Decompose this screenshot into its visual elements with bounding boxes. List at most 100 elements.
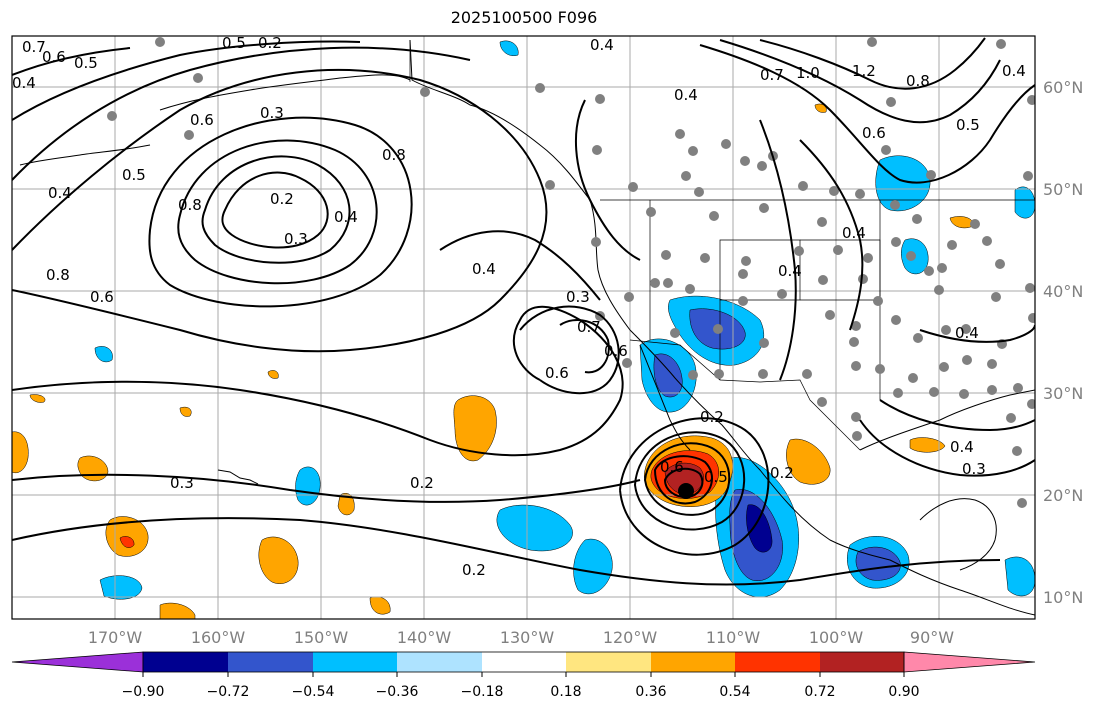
colorbar-segment bbox=[143, 652, 228, 672]
contour-label: 0.5 bbox=[222, 34, 246, 52]
station-dot bbox=[591, 237, 601, 247]
colorbar-segment bbox=[820, 652, 904, 672]
station-dot bbox=[906, 251, 916, 261]
contour-label: 0.3 bbox=[284, 230, 308, 248]
station-dot bbox=[713, 324, 723, 334]
station-dot bbox=[535, 83, 545, 93]
contour-line bbox=[221, 171, 329, 249]
station-dot bbox=[193, 73, 203, 83]
contour-line bbox=[439, 230, 601, 301]
hurricane-center-marker bbox=[678, 483, 694, 499]
contour-line bbox=[633, 431, 746, 531]
colorbar-label: 0.54 bbox=[719, 684, 750, 700]
station-dot bbox=[545, 180, 555, 190]
lat-tick-label: 60°N bbox=[1043, 78, 1083, 97]
lat-tick-label: 40°N bbox=[1043, 282, 1083, 301]
contour-line bbox=[12, 517, 1001, 586]
station-dot bbox=[1012, 446, 1022, 456]
station-dot bbox=[592, 145, 602, 155]
station-dot bbox=[962, 355, 972, 365]
contour-line bbox=[619, 417, 770, 556]
station-dot bbox=[959, 389, 969, 399]
colorbar-label: 0.90 bbox=[888, 684, 919, 700]
station-dot bbox=[1023, 171, 1033, 181]
contour-label: 0.2 bbox=[462, 561, 486, 579]
station-dot bbox=[929, 387, 939, 397]
map-title: 2025100500 F096 bbox=[450, 8, 598, 27]
station-dot bbox=[685, 284, 695, 294]
colorbar-label: 0.72 bbox=[804, 684, 835, 700]
lat-tick-label: 10°N bbox=[1043, 588, 1083, 607]
contour-label: 0.2 bbox=[270, 190, 294, 208]
station-dot bbox=[893, 388, 903, 398]
station-dot bbox=[802, 369, 812, 379]
station-dot bbox=[757, 161, 767, 171]
contour-label: 0.6 bbox=[660, 458, 684, 476]
contour-line bbox=[148, 116, 413, 308]
station-dot bbox=[1017, 498, 1027, 508]
station-dot bbox=[855, 189, 865, 199]
contour-line bbox=[177, 139, 378, 285]
contour-line bbox=[653, 455, 714, 505]
contour-label: 1.0 bbox=[796, 64, 820, 82]
anomaly-blob-negative bbox=[875, 155, 931, 212]
contour-label: 0.8 bbox=[382, 146, 406, 164]
station-dot bbox=[851, 361, 861, 371]
colorbar-segment bbox=[651, 652, 735, 672]
contour-label: 0.6 bbox=[42, 48, 66, 66]
colorbar-segment bbox=[397, 652, 482, 672]
station-dot bbox=[1013, 383, 1023, 393]
colorbar-label: −0.18 bbox=[461, 684, 504, 700]
station-dots bbox=[107, 37, 1035, 508]
contour-label: 0.2 bbox=[700, 408, 724, 426]
station-dot bbox=[663, 278, 673, 288]
station-dot bbox=[777, 289, 787, 299]
station-dot bbox=[863, 253, 873, 263]
station-dot bbox=[875, 364, 885, 374]
lon-tick-label: 170°W bbox=[88, 628, 143, 647]
contour-label: 0.4 bbox=[12, 74, 36, 92]
station-dot bbox=[721, 139, 731, 149]
lon-tick-label: 140°W bbox=[397, 628, 452, 647]
station-dot bbox=[924, 266, 934, 276]
station-dot bbox=[891, 315, 901, 325]
contour-label: 0.5 bbox=[704, 468, 728, 486]
colorbar-label: 0.18 bbox=[550, 684, 581, 700]
anomaly-blob-negative bbox=[653, 353, 683, 398]
map-frame bbox=[11, 35, 1036, 620]
anomaly-blob-negative bbox=[94, 346, 113, 363]
anomaly-blob-positive bbox=[12, 431, 29, 474]
longitude-labels: 170°W 160°W 150°W 140°W 130°W 120°W 110°… bbox=[88, 628, 954, 647]
anomaly-blob-positive bbox=[786, 438, 831, 485]
station-dot bbox=[987, 359, 997, 369]
station-dot bbox=[852, 431, 862, 441]
contour-label: 1.2 bbox=[852, 62, 876, 80]
contour-label: 0.6 bbox=[90, 288, 114, 306]
lon-tick-label: 90°W bbox=[910, 628, 954, 647]
contour-line bbox=[12, 69, 548, 353]
station-dot bbox=[709, 211, 719, 221]
contour-label: 0.3 bbox=[566, 288, 590, 306]
station-dot bbox=[825, 310, 835, 320]
station-dot bbox=[1027, 399, 1035, 409]
coastlines bbox=[19, 39, 1035, 616]
contour-label: 0.3 bbox=[260, 104, 284, 122]
contour-label: 0.7 bbox=[760, 66, 784, 84]
contour-label: 0.4 bbox=[472, 260, 496, 278]
station-dot bbox=[650, 278, 660, 288]
station-dot bbox=[867, 37, 877, 47]
station-dot bbox=[759, 338, 769, 348]
contour-line bbox=[12, 46, 471, 181]
station-dot bbox=[849, 337, 859, 347]
contour-label: 0.7 bbox=[577, 318, 601, 336]
anomaly-blob-negative bbox=[295, 466, 321, 506]
lat-tick-label: 30°N bbox=[1043, 384, 1083, 403]
colorbar-segment bbox=[228, 652, 313, 672]
colorbar-label: −0.90 bbox=[122, 684, 165, 700]
station-dot bbox=[758, 369, 768, 379]
lon-tick-label: 120°W bbox=[603, 628, 658, 647]
station-dot bbox=[759, 203, 769, 213]
anomaly-blob-positive bbox=[814, 103, 827, 113]
colorbar-ticks bbox=[142, 672, 905, 677]
